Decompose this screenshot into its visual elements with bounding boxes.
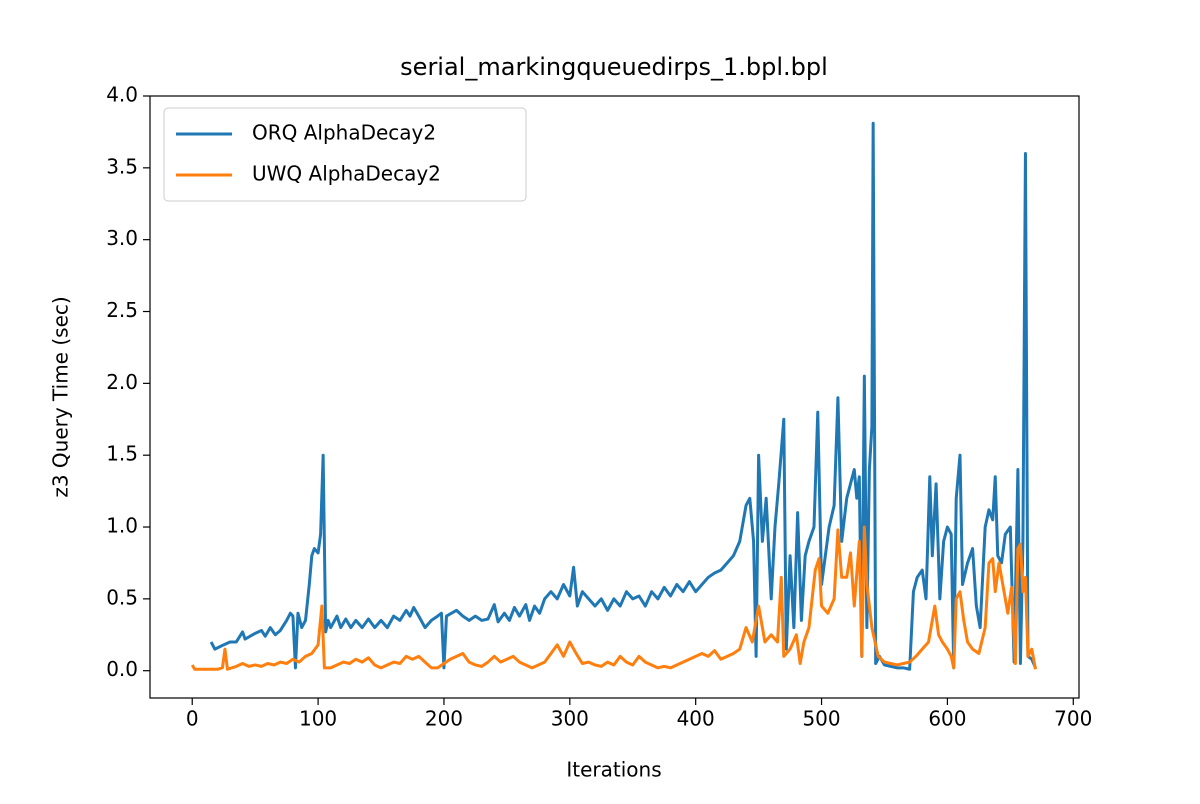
x-tick-label: 500 — [802, 707, 840, 731]
y-tick-label: 1.0 — [106, 514, 138, 538]
y-tick-label: 0.5 — [106, 585, 138, 609]
series-line — [209, 121, 1037, 671]
legend: ORQ AlphaDecay2 UWQ AlphaDecay2 — [163, 107, 527, 202]
y-tick-label: 2.0 — [106, 370, 138, 394]
axes-frame — [149, 95, 1080, 699]
legend-label: ORQ AlphaDecay2 — [252, 121, 436, 145]
plot-area: 0 100 200 300 400 500 600 700 0.0 0.5 1.0 1.5 2.0 2.5… — [106, 83, 1092, 731]
y-tick-label: 0.0 — [106, 657, 138, 681]
x-axis-label: Iterations — [566, 758, 661, 782]
y-tick-label: 2.5 — [106, 298, 138, 322]
x-tick-label: 200 — [425, 707, 463, 731]
legend-box — [163, 107, 527, 202]
y-axis-label: z3 Query Time (sec) — [49, 296, 73, 497]
x-tick-label: 400 — [677, 707, 715, 731]
y-tick-label: 1.5 — [106, 442, 138, 466]
x-tick-label: 100 — [299, 707, 337, 731]
legend-label: UWQ AlphaDecay2 — [252, 162, 441, 186]
y-tick-label: 4.0 — [106, 83, 138, 107]
x-tick-label: 600 — [928, 707, 966, 731]
y-tick-label: 3.5 — [106, 154, 138, 178]
x-tick-label: 0 — [186, 707, 199, 731]
chart-title: serial_markingqueuedirps_1.bpl.bpl — [400, 53, 828, 81]
x-tick-label: 700 — [1054, 707, 1092, 731]
series-line — [190, 525, 1037, 671]
x-tick-label: 300 — [551, 707, 589, 731]
y-tick-label: 3.0 — [106, 226, 138, 250]
